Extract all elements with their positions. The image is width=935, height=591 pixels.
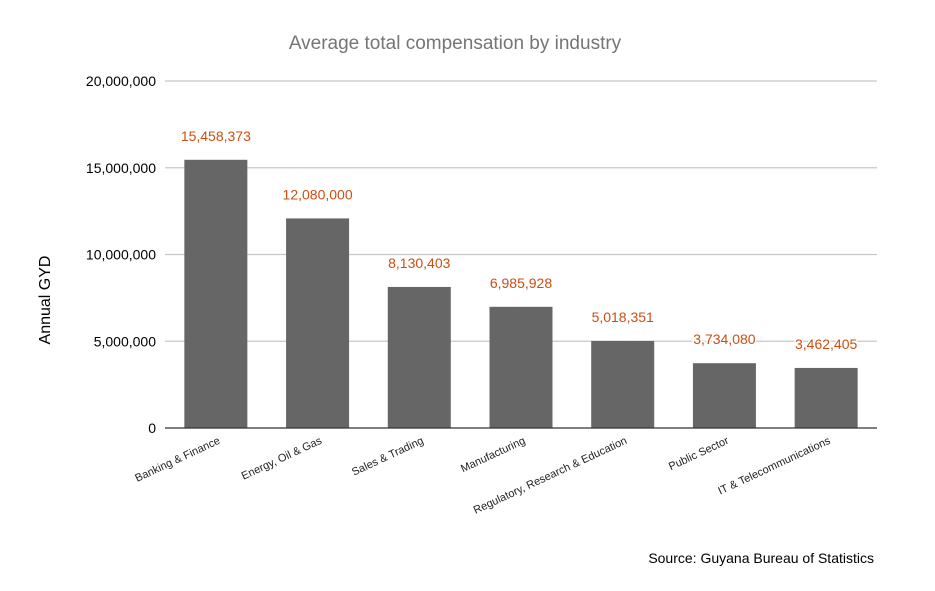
y-tick-label: 15,000,000 [86, 160, 156, 176]
data-label: 3,462,405 [795, 336, 857, 352]
chart-title: Average total compensation by industry [289, 33, 622, 54]
x-tick-label: Banking & Finance [133, 435, 222, 485]
y-tick-label: 10,000,000 [86, 247, 156, 263]
data-label: 15,458,373 [181, 128, 251, 144]
bar [591, 340, 655, 428]
x-axis-ticks: Banking & Finance Energy, Oil & Gas Sales … [133, 435, 833, 517]
bar [387, 286, 451, 428]
x-tick-label: IT & Telecommunications [716, 435, 833, 498]
bar [794, 367, 858, 428]
data-label: 3,734,080 [693, 331, 755, 347]
y-axis-label: Annual GYD [37, 256, 54, 345]
data-label: 12,080,000 [283, 186, 353, 202]
y-tick-label: 0 [148, 420, 156, 436]
data-labels: 15,458,373 12,080,000 8,130,403 6,985,928 5,… [179, 126, 859, 353]
y-axis-ticks: 0 5,000,000 10,000,000 15,000,000 20,000,000 [86, 73, 156, 436]
gridlines [165, 80, 877, 342]
y-tick-label: 20,000,000 [86, 73, 156, 89]
bar [692, 363, 756, 428]
y-tick-label: 5,000,000 [94, 333, 156, 349]
bar [184, 159, 248, 428]
x-tick-label: Energy, Oil & Gas [240, 435, 325, 483]
bar [286, 218, 350, 428]
source-note: Source: Guyana Bureau of Statistics [648, 550, 874, 566]
x-tick-label: Sales & Trading [350, 435, 425, 479]
data-label: 6,985,928 [490, 275, 552, 291]
data-label: 8,130,403 [388, 255, 450, 271]
bar [489, 306, 553, 428]
data-label: 5,018,351 [592, 309, 654, 325]
bars [184, 159, 858, 428]
x-tick-label: Public Sector [667, 435, 731, 473]
x-tick-label: Manufacturing [459, 435, 527, 475]
